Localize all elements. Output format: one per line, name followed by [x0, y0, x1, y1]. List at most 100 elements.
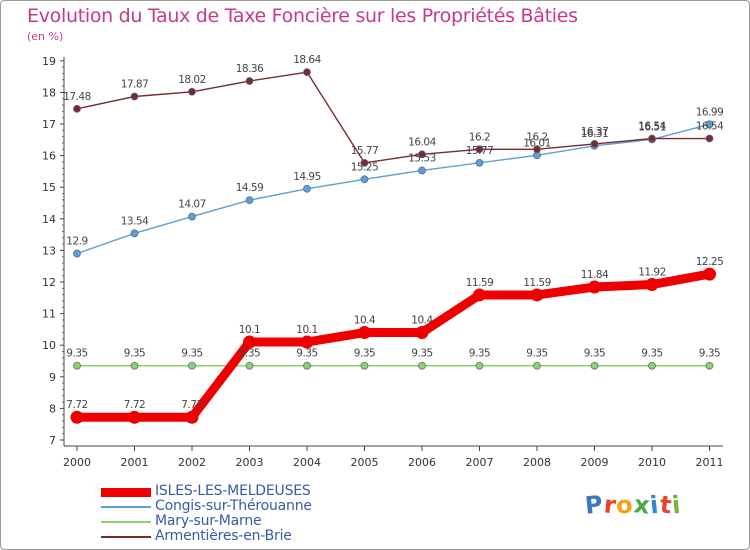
data-point	[243, 335, 256, 349]
data-label: 9.35	[354, 348, 375, 360]
data-label: 14.07	[178, 199, 206, 211]
data-point	[705, 361, 714, 370]
data-label: 7.72	[66, 399, 87, 411]
data-point	[358, 326, 371, 340]
data-point	[530, 288, 544, 302]
data-point	[590, 361, 599, 370]
data-label: 11.84	[581, 269, 609, 281]
data-label: 16.99	[696, 106, 724, 118]
data-label: 15.77	[466, 145, 494, 157]
data-point	[188, 212, 196, 221]
data-label: 16.01	[523, 137, 551, 149]
data-label: 16.54	[638, 121, 666, 133]
data-label: 9.35	[411, 348, 432, 360]
x-tick-label: 2009	[581, 456, 609, 469]
data-point	[188, 361, 196, 370]
data-label: 10.4	[411, 315, 433, 327]
data-label: 16.2	[469, 131, 490, 143]
legend-swatch	[101, 488, 151, 497]
data-point	[648, 361, 656, 370]
data-label: 9.35	[641, 348, 662, 360]
data-label: 16.04	[408, 136, 436, 148]
data-label: 9.35	[584, 348, 605, 360]
y-tick-label: 18	[42, 86, 56, 99]
data-label: 15.25	[351, 161, 379, 173]
data-point	[303, 361, 311, 370]
data-label: 18.02	[178, 74, 206, 86]
x-tick-label: 2003	[236, 456, 264, 469]
x-tick-label: 2006	[408, 456, 436, 469]
legend-label: Congis-sur-Thérouanne	[155, 498, 312, 514]
data-label: 7.72	[181, 399, 202, 411]
data-point	[73, 249, 81, 258]
data-label: 15.53	[408, 152, 436, 164]
series-line-isles-les-meldeuses	[72, 269, 714, 422]
data-label: 15.77	[351, 145, 379, 157]
legend-swatch	[101, 536, 151, 538]
data-label: 11.59	[466, 277, 494, 289]
data-point	[73, 104, 81, 113]
y-tick-label: 10	[42, 339, 56, 352]
data-point	[415, 326, 429, 340]
data-point	[185, 410, 199, 424]
data-point	[70, 410, 84, 424]
data-label: 13.54	[121, 215, 149, 227]
y-tick-label: 11	[42, 308, 56, 321]
data-label: 10.1	[296, 324, 317, 336]
data-point	[360, 361, 369, 370]
data-point	[245, 361, 254, 370]
data-point	[533, 145, 541, 154]
legend-swatch	[101, 506, 151, 508]
y-tick-label: 8	[49, 402, 56, 415]
data-point	[645, 278, 659, 292]
x-tick-label: 2002	[178, 456, 206, 469]
chart-title: Evolution du Taux de Taxe Foncière sur l…	[27, 5, 578, 27]
series-line-congis-sur-therouanne	[76, 123, 711, 255]
data-label: 10.4	[354, 315, 376, 327]
data-label: 16.37	[581, 126, 609, 138]
data-label: 11.59	[523, 277, 551, 289]
data-point	[475, 361, 484, 370]
data-label: 12.9	[66, 236, 87, 248]
data-label: 9.35	[66, 348, 87, 360]
data-point	[648, 134, 656, 143]
data-label: 9.35	[526, 348, 547, 360]
y-tick-label: 16	[42, 150, 56, 163]
data-point	[475, 158, 484, 167]
data-label: 10.1	[239, 324, 260, 336]
data-label: 17.87	[121, 79, 149, 91]
data-label: 9.35	[699, 348, 720, 360]
y-unit-label: (en %)	[27, 30, 64, 43]
x-tick-label: 2008	[523, 456, 551, 469]
proxiti-logo: Proxiti	[584, 490, 683, 520]
data-label: 14.59	[236, 182, 264, 194]
data-label: 9.35	[124, 348, 145, 360]
data-point	[533, 361, 541, 370]
data-point	[130, 361, 139, 370]
data-point	[188, 87, 196, 96]
legend-label: Armentières-en-Brie	[155, 528, 292, 544]
data-label: 16.31	[581, 128, 609, 140]
y-tick-label: 17	[42, 118, 56, 131]
logo-letter: i	[670, 490, 683, 520]
data-point	[475, 145, 484, 154]
y-tick-label: 19	[42, 55, 56, 68]
data-label: 12.25	[696, 256, 724, 268]
y-tick-label: 13	[42, 244, 56, 257]
data-point	[303, 68, 311, 77]
x-tick-label: 2007	[466, 456, 494, 469]
data-point	[360, 175, 369, 184]
data-label: 16.2	[526, 131, 547, 143]
data-point	[705, 120, 714, 129]
data-label: 16.51	[638, 121, 666, 133]
data-point	[245, 77, 254, 85]
data-point	[588, 280, 601, 294]
data-point	[418, 150, 426, 159]
data-point	[245, 196, 254, 205]
y-tick-label: 12	[42, 276, 56, 289]
legend-label: Mary-sur-Marne	[155, 513, 262, 529]
data-point	[590, 140, 599, 148]
data-point	[300, 335, 314, 349]
y-tick-label: 7	[49, 434, 56, 447]
data-label: 9.35	[239, 348, 260, 360]
